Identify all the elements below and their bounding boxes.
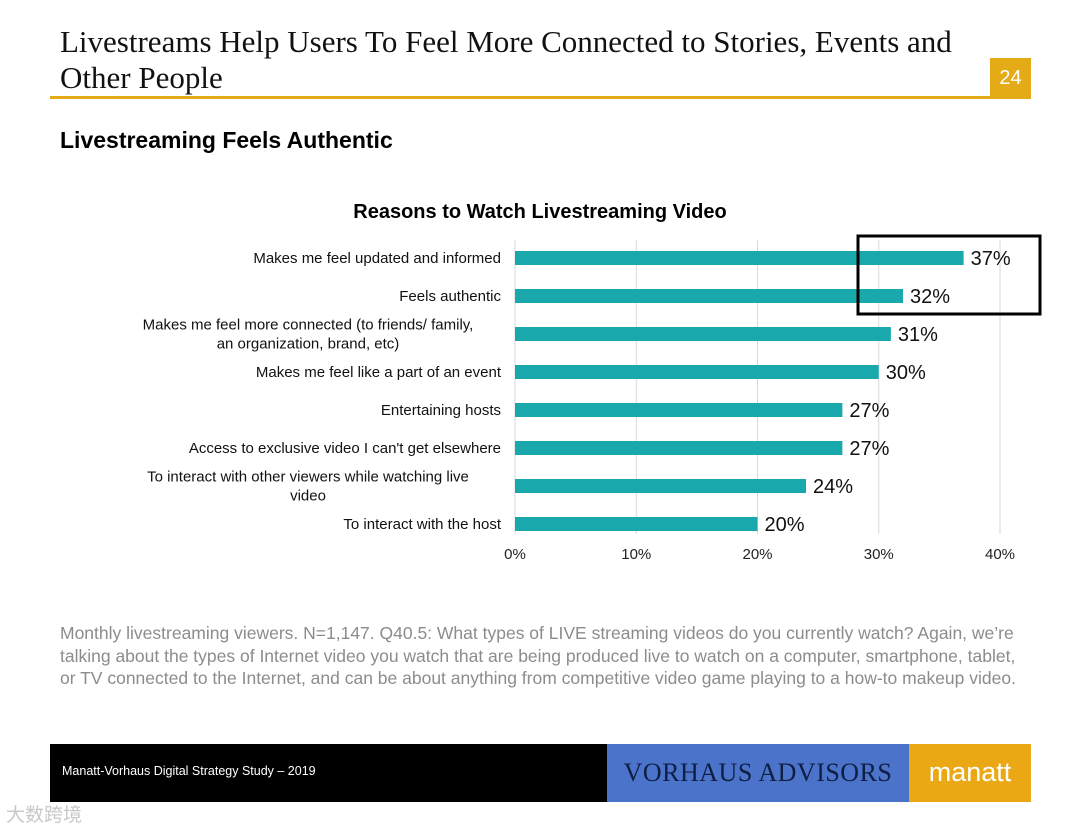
category-label: To interact with other viewers while wat… [147, 469, 469, 505]
title-underline [50, 96, 1031, 99]
category-label-line: Access to exclusive video I can't get el… [189, 440, 501, 457]
value-label: 37% [971, 248, 1011, 270]
value-label: 27% [849, 438, 889, 460]
bar [515, 403, 843, 417]
category-label: Feels authentic [399, 288, 501, 305]
category-label-line: Feels authentic [399, 288, 501, 305]
chart-title: Reasons to Watch Livestreaming Video [353, 201, 726, 223]
x-tick-label: 20% [742, 546, 772, 563]
section-subtitle: Livestreaming Feels Authentic [60, 127, 393, 153]
category-label-line: video [290, 488, 326, 505]
value-label: 32% [910, 286, 950, 308]
slide-title: Livestreams Help Users To Feel More Conn… [60, 24, 952, 95]
vorhaus-advisors-logo: VORHAUS ADVISORS [607, 744, 909, 802]
value-label: 27% [849, 400, 889, 422]
x-tick-label: 10% [621, 546, 651, 563]
x-tick-label: 0% [504, 546, 526, 563]
value-label: 20% [765, 514, 805, 536]
bar [515, 289, 903, 303]
highlight-box [856, 234, 1042, 316]
bar [515, 479, 806, 493]
value-label: 30% [886, 362, 926, 384]
footnote: Monthly livestreaming viewers. N=1,147. … [60, 623, 1016, 688]
footer-bar: Manatt-Vorhaus Digital Strategy Study – … [50, 744, 1031, 802]
value-label: 31% [898, 324, 938, 346]
category-label: To interact with the host [343, 516, 501, 533]
bar [515, 517, 758, 531]
x-tick-label: 30% [864, 546, 894, 563]
bar [515, 365, 879, 379]
watermark: 大数跨境 [6, 805, 83, 826]
value-label: 24% [813, 476, 853, 498]
category-label-line: Makes me feel more connected (to friends… [143, 317, 474, 334]
category-label-line: Makes me feel updated and informed [253, 250, 501, 267]
bar [515, 251, 964, 265]
category-label-line: an organization, brand, etc) [217, 336, 400, 353]
category-label: Makes me feel more connected (to friends… [143, 317, 474, 353]
category-label-line: To interact with the host [343, 516, 501, 533]
bar [515, 441, 843, 455]
category-label: Makes me feel like a part of an event [256, 364, 502, 381]
category-label: Entertaining hosts [381, 402, 501, 419]
page-number: 24 [990, 58, 1031, 98]
category-label-line: Makes me feel like a part of an event [256, 364, 502, 381]
category-label-line: Entertaining hosts [381, 402, 501, 419]
footer-study-label: Manatt-Vorhaus Digital Strategy Study – … [62, 764, 316, 778]
bar [515, 327, 891, 341]
manatt-logo: manatt [909, 744, 1031, 802]
x-tick-label: 40% [985, 546, 1015, 563]
bar-chart: Reasons to Watch Livestreaming Video 0% 10… [143, 201, 1042, 563]
category-label: Makes me feel updated and informed [253, 250, 501, 267]
category-label: Access to exclusive video I can't get el… [189, 440, 501, 457]
category-label-line: To interact with other viewers while wat… [147, 469, 469, 486]
